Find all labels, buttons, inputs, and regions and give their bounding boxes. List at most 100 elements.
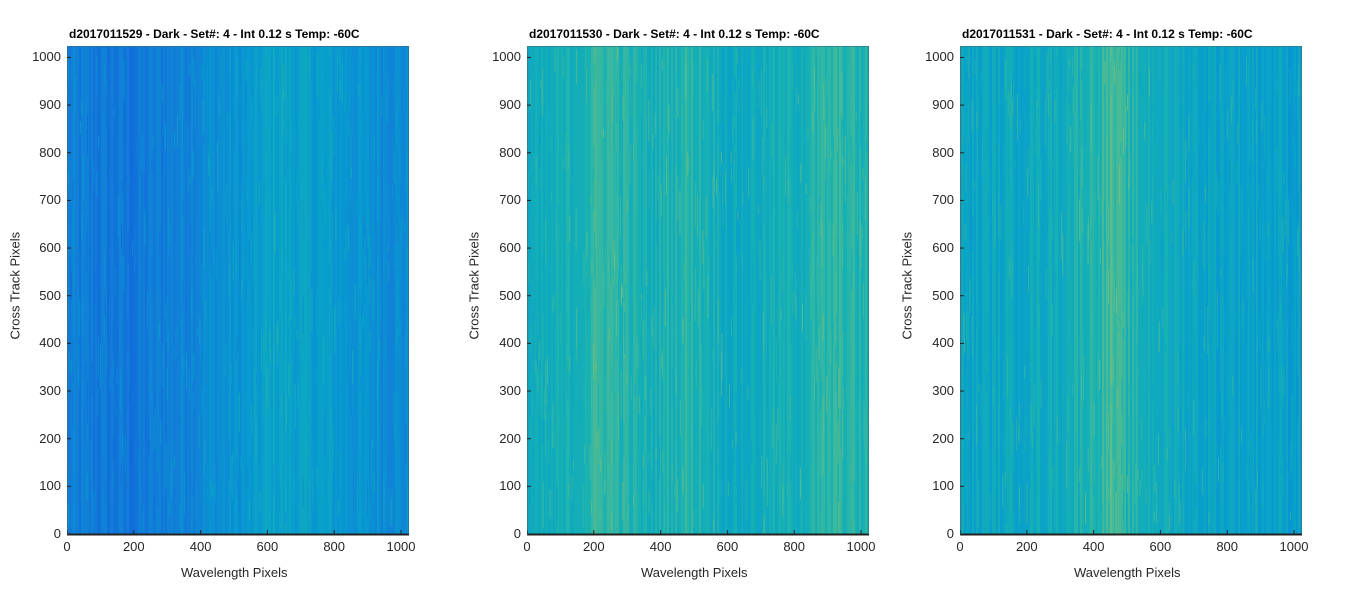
heatmap-streak (1070, 345, 1072, 377)
heatmap-streak (723, 487, 725, 524)
chart-title-2: d2017011530 - Dark - Set#: 4 - Int 0.12 … (529, 27, 820, 41)
heatmap-streak (771, 276, 773, 325)
heatmap-column (859, 46, 862, 534)
heatmap-column (1084, 46, 1087, 534)
heatmap-streak (630, 377, 632, 399)
heatmap-column (335, 46, 338, 534)
heatmap-column (405, 46, 408, 534)
heatmap-streak (1204, 273, 1206, 288)
heatmap-streak (841, 120, 843, 130)
heatmap-column (261, 46, 264, 534)
heatmap-streak (666, 155, 667, 195)
heatmap-streak (209, 88, 211, 130)
heatmap-streak (655, 279, 657, 307)
heatmap-streak (1158, 433, 1159, 467)
heatmap-streak (849, 434, 851, 465)
heatmap-column (1184, 46, 1187, 534)
heatmap-streak (681, 340, 682, 350)
heatmap-streak (359, 288, 361, 316)
y-tick-label: 800 (39, 144, 61, 160)
heatmap-column (1200, 46, 1203, 534)
heatmap-streak (1127, 292, 1129, 326)
heatmap-streak (1168, 516, 1170, 531)
heatmap-column (675, 46, 678, 534)
heatmap-column (283, 46, 286, 534)
heatmap-streak (1018, 403, 1020, 444)
heatmap-streak (634, 382, 636, 397)
heatmap-streak (264, 243, 266, 257)
heatmap-streak (1019, 254, 1020, 270)
heatmap-streak (72, 265, 74, 289)
heatmap-streak (185, 122, 187, 154)
heatmap-streak (557, 204, 559, 224)
heatmap-streak (186, 298, 188, 345)
heatmap-streak (349, 88, 350, 110)
heatmap-streak (532, 446, 534, 464)
heatmap-column (1182, 46, 1185, 534)
heatmap-streak (811, 274, 813, 283)
heatmap-column (581, 46, 584, 534)
heatmap-column (1112, 46, 1115, 534)
heatmap-streak (1288, 85, 1290, 107)
heatmap-streak (1249, 164, 1251, 206)
heatmap-column (599, 46, 602, 534)
heatmap-plot-2[interactable] (527, 46, 869, 536)
heatmap-column (343, 46, 346, 534)
heatmap-streak (153, 418, 155, 453)
heatmap-streak (254, 213, 256, 248)
heatmap-streak (1069, 66, 1071, 105)
heatmap-streak (978, 92, 980, 133)
heatmap-streak (1209, 256, 1211, 281)
heatmap-streak (965, 274, 967, 290)
heatmap-streak (358, 84, 360, 97)
heatmap-streak (859, 112, 861, 149)
heatmap-streak (965, 165, 967, 193)
heatmap-streak (812, 233, 814, 276)
heatmap-streak (991, 339, 993, 359)
heatmap-column (693, 46, 696, 534)
heatmap-streak (365, 227, 367, 256)
heatmap-column (1266, 46, 1269, 534)
heatmap-streak (703, 278, 705, 326)
heatmap-streak (1143, 297, 1145, 312)
heatmap-streak (1205, 189, 1207, 203)
heatmap-streak (675, 394, 677, 439)
heatmap-column (681, 46, 684, 534)
heatmap-streak (1113, 122, 1115, 154)
heatmap-streak (1154, 122, 1156, 158)
heatmap-streak (966, 137, 968, 150)
x-tick-label: 200 (122, 539, 145, 554)
heatmap-column (994, 46, 997, 534)
heatmap-streak (648, 328, 650, 371)
heatmap-streak (661, 59, 663, 70)
heatmap-streak (367, 481, 368, 515)
heatmap-streak (79, 299, 80, 339)
heatmap-column (333, 46, 336, 534)
heatmap-streak (251, 405, 252, 434)
heatmap-streak (203, 130, 205, 144)
heatmap-streak (376, 359, 378, 401)
heatmap-streak (314, 372, 316, 395)
heatmap-streak (643, 153, 645, 166)
heatmap-plot-3[interactable] (960, 46, 1302, 536)
heatmap-plot-1[interactable] (67, 46, 409, 536)
heatmap-streak (654, 113, 656, 134)
heatmap-streak (763, 494, 765, 517)
heatmap-streak (666, 281, 668, 308)
heatmap-streak (629, 66, 631, 76)
heatmap-column (91, 46, 94, 534)
heatmap-streak (341, 62, 343, 105)
heatmap-streak (154, 409, 156, 451)
heatmap-streak (305, 486, 307, 519)
heatmap-streak (707, 274, 709, 319)
heatmap-streak (842, 412, 844, 459)
heatmap-column (763, 46, 766, 534)
heatmap-column (865, 46, 868, 534)
heatmap-streak (547, 356, 548, 385)
heatmap-streak (396, 109, 397, 131)
heatmap-streak (173, 456, 175, 468)
heatmap-column (803, 46, 806, 534)
heatmap-streak (217, 400, 219, 435)
heatmap-streak (661, 130, 663, 159)
heatmap-streak (165, 123, 166, 150)
